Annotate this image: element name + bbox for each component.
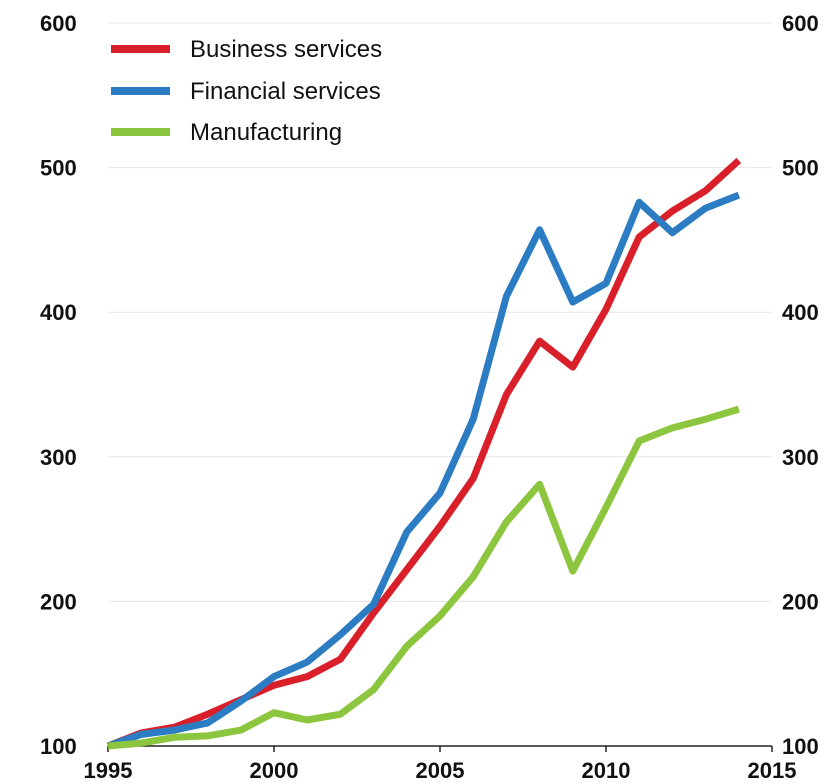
x-tick-label: 2005 bbox=[416, 758, 465, 783]
y-tick-label-left: 200 bbox=[40, 589, 77, 614]
series-lines bbox=[106, 157, 742, 750]
y-tick-label-right: 400 bbox=[782, 300, 819, 325]
y-tick-label-left: 100 bbox=[40, 734, 77, 759]
y-tick-label-left: 500 bbox=[40, 156, 77, 181]
x-tick-label: 2010 bbox=[582, 758, 631, 783]
x-tick-label: 2015 bbox=[748, 758, 797, 783]
y-tick-label-left: 400 bbox=[40, 300, 77, 325]
axes: 100 100 200 200 300 300 400 400 500 500 600 600 1995… bbox=[40, 11, 819, 783]
y-tick-label-left: 600 bbox=[40, 11, 77, 36]
legend-label: Manufacturing bbox=[190, 119, 342, 146]
y-tick-label-right: 100 bbox=[782, 734, 819, 759]
gridlines bbox=[108, 22, 772, 602]
legend: Business services Financial services Manuf… bbox=[111, 36, 382, 146]
y-tick-label-right: 200 bbox=[782, 589, 819, 614]
y-tick-label-right: 300 bbox=[782, 445, 819, 470]
y-tick-label-right: 600 bbox=[782, 11, 819, 36]
x-tick-label: 2000 bbox=[250, 758, 299, 783]
series-line-manufacturing bbox=[107, 405, 740, 750]
series-line-business-services bbox=[106, 157, 742, 750]
series-line-financial-services bbox=[106, 191, 741, 750]
legend-label: Business services bbox=[190, 36, 382, 63]
y-tick-label-right: 500 bbox=[782, 156, 819, 181]
legend-label: Financial services bbox=[190, 78, 381, 105]
x-tick-label: 1995 bbox=[84, 758, 133, 783]
y-tick-label-left: 300 bbox=[40, 445, 77, 470]
